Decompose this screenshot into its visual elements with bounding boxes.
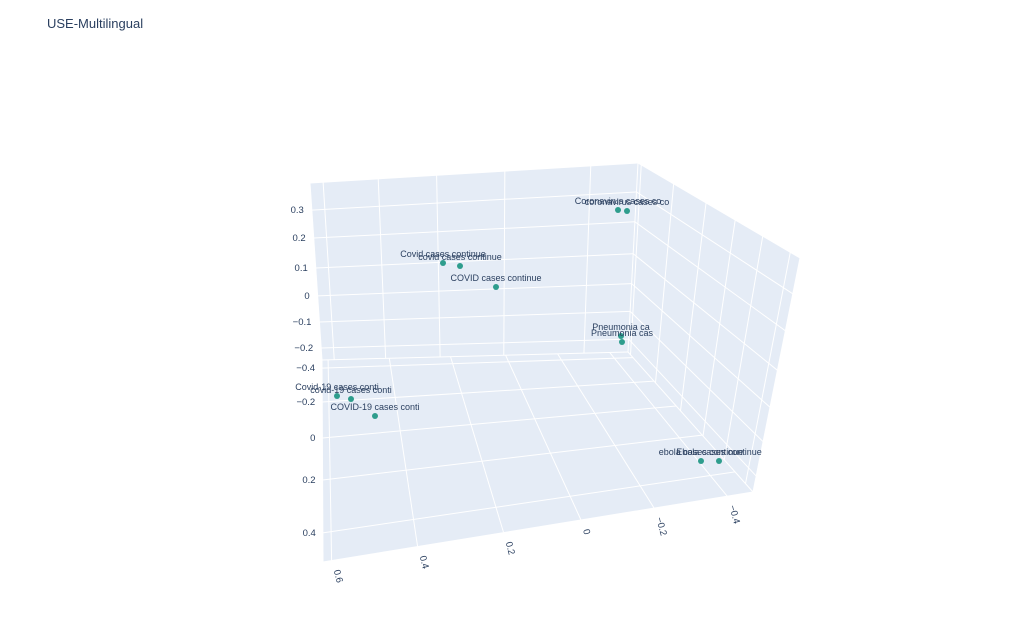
grid-x xyxy=(450,356,505,533)
chart-title: USE-Multilingual xyxy=(47,16,144,31)
grid-x xyxy=(609,352,728,497)
grid-x xyxy=(655,183,675,383)
data-point[interactable] xyxy=(440,260,446,266)
grid-z xyxy=(629,311,764,443)
grid-y xyxy=(322,434,703,481)
x-axis-tick: 0.4 xyxy=(417,555,431,571)
data-point[interactable] xyxy=(372,413,378,419)
cube-edge xyxy=(637,162,801,259)
grid-x xyxy=(680,202,707,411)
y-axis-tick: 0 xyxy=(310,433,315,444)
grid-z xyxy=(634,221,786,332)
grid-y xyxy=(322,405,677,439)
data-point[interactable] xyxy=(493,284,499,290)
grid-z xyxy=(313,221,635,239)
data-point[interactable] xyxy=(618,333,624,339)
grid-x xyxy=(557,353,655,509)
data-point[interactable] xyxy=(624,208,630,214)
point-label: COVID-19 cases conti xyxy=(330,402,419,412)
z-axis-tick: −0.1 xyxy=(293,317,312,328)
x-axis-tick: −0.4 xyxy=(726,504,741,525)
point-label: Coronavirus cases co xyxy=(575,196,662,206)
grid-z xyxy=(319,310,631,323)
grid-y xyxy=(322,182,335,360)
grid-z xyxy=(317,283,632,297)
point-label: coronavirus cases co xyxy=(585,197,670,207)
z-axis-tick: 0.2 xyxy=(293,233,306,244)
x-axis-tick: −0.2 xyxy=(653,516,668,537)
grid-z xyxy=(628,338,757,477)
left-wall xyxy=(310,163,638,360)
point-label: Covid cases continue xyxy=(400,249,486,259)
grid-y xyxy=(377,178,387,359)
grid-z xyxy=(632,253,778,371)
z-axis-tick: −0.2 xyxy=(294,343,313,354)
x-axis-tick: 0.2 xyxy=(503,541,517,557)
y-axis-tick: 0.2 xyxy=(302,475,315,486)
cube-edge xyxy=(322,491,754,563)
point-label: Pneumonia cas xyxy=(591,328,654,338)
z-axis-tick: 0 xyxy=(304,291,309,302)
x-axis-tick: 0 xyxy=(580,528,592,536)
grid-x xyxy=(388,358,419,547)
right-wall xyxy=(628,163,800,492)
x-axis-tick: 0.6 xyxy=(331,569,345,585)
z-axis-tick: 0.3 xyxy=(291,205,304,216)
z-axis-tick: 0.1 xyxy=(295,263,308,274)
grid-z xyxy=(311,191,637,211)
cube-edge xyxy=(627,162,639,353)
data-point[interactable] xyxy=(698,458,704,464)
point-label: covid-19 cases conti xyxy=(310,385,392,395)
grid-z xyxy=(631,283,771,408)
grid-y xyxy=(322,471,736,534)
grid-x xyxy=(745,252,791,484)
data-point[interactable] xyxy=(348,396,354,402)
grid-y xyxy=(436,175,441,357)
cube-edge xyxy=(309,182,323,361)
cube-edge xyxy=(752,257,801,493)
grid-y xyxy=(583,165,592,354)
point-label: Ebola cases continue xyxy=(676,447,762,457)
grid-x xyxy=(702,219,736,437)
point-label: ebola cases continue xyxy=(659,447,744,457)
cube-edge xyxy=(321,351,629,361)
data-point[interactable] xyxy=(619,339,625,345)
grid-z xyxy=(321,338,629,349)
grid-x xyxy=(723,236,764,460)
grid-z xyxy=(315,253,634,269)
grid-y xyxy=(503,171,506,356)
data-point[interactable] xyxy=(457,263,463,269)
grid-y xyxy=(322,357,634,369)
grid-x xyxy=(505,354,582,521)
cube-edge xyxy=(627,351,754,493)
y-axis-tick: 0.4 xyxy=(303,528,316,539)
data-point[interactable] xyxy=(716,458,722,464)
data-point[interactable] xyxy=(615,207,621,213)
grid-x xyxy=(630,164,642,355)
point-label: Pneumonia ca xyxy=(592,322,650,332)
grid-y xyxy=(322,380,655,403)
point-label: Covid-19 cases conti xyxy=(295,382,379,392)
data-point[interactable] xyxy=(334,393,340,399)
cube-edge xyxy=(321,359,324,563)
point-label: covid cases continue xyxy=(418,252,502,262)
grid-x xyxy=(327,359,333,561)
grid-z xyxy=(636,191,794,295)
cube-edge xyxy=(309,162,639,184)
point-label: COVID cases continue xyxy=(450,273,541,283)
y-axis-tick: −0.2 xyxy=(296,397,315,408)
y-axis-tick: −0.4 xyxy=(296,363,315,374)
